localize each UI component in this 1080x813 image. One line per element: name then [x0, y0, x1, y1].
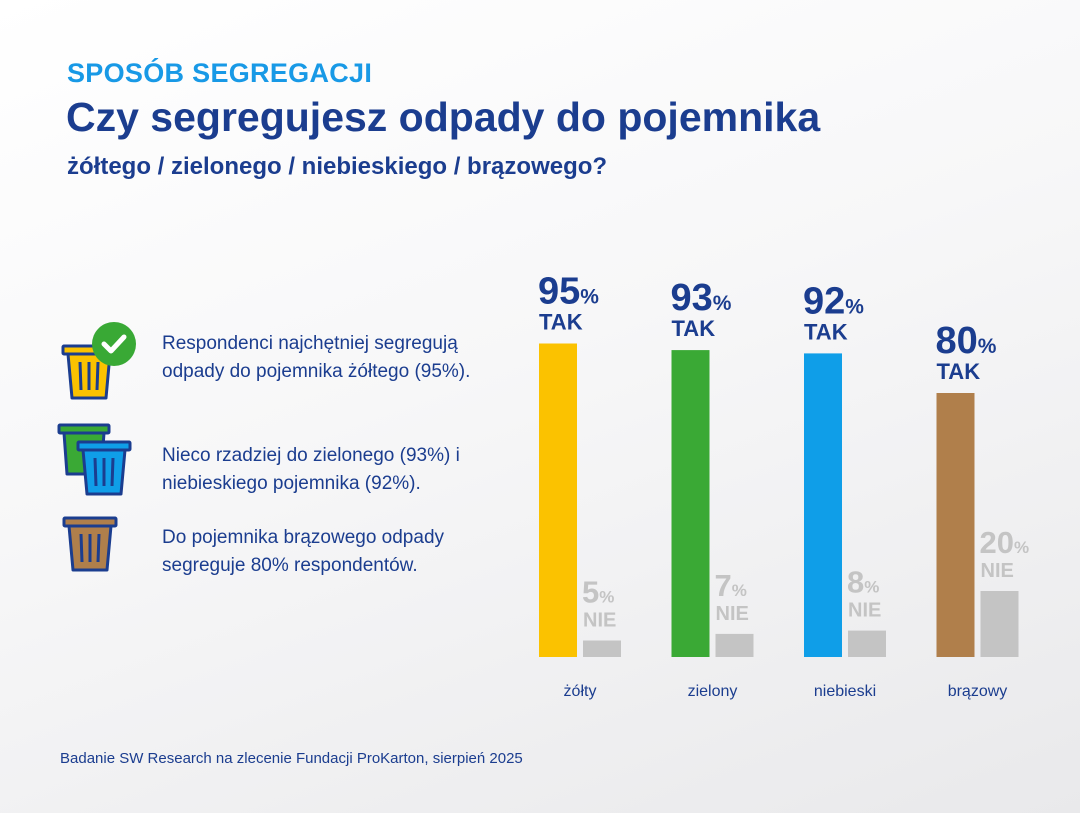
- label-nie-value-1: 7%: [715, 568, 747, 603]
- bar-tak-2: [804, 353, 842, 657]
- label-tak-value-1: 93%: [671, 277, 732, 319]
- category-label-0: żółty: [564, 683, 597, 700]
- label-tak-name-2: TAK: [804, 319, 848, 344]
- bar-nie-3: [980, 591, 1019, 657]
- label-nie-name-3: NIE: [981, 560, 1014, 582]
- category-label-3: brązowy: [948, 683, 1008, 700]
- section-kicker: SPOSÓB SEGREGACJI: [67, 58, 373, 88]
- label-nie-value-2: 8%: [847, 565, 879, 600]
- page-subtitle: żółtego / zielonego / niebieskiego / brą…: [67, 153, 608, 180]
- category-label-2: niebieski: [814, 683, 876, 700]
- label-tak-value-2: 92%: [803, 280, 864, 322]
- label-nie-name-1: NIE: [716, 603, 749, 625]
- label-nie-value-0: 5%: [582, 575, 614, 610]
- label-tak-name-0: TAK: [539, 310, 583, 335]
- label-tak-name-3: TAK: [937, 359, 981, 384]
- note-yellow: Respondenci najchętniej segregują odpady…: [162, 333, 471, 382]
- brown-bin-icon: [62, 516, 118, 572]
- label-nie-value-3: 20%: [980, 525, 1030, 560]
- source-note: Badanie SW Research na zlecenie Fundacji…: [60, 750, 523, 767]
- bar-nie-1: [715, 633, 754, 657]
- bar-tak-1: [671, 350, 710, 657]
- label-tak-value-3: 80%: [936, 320, 997, 362]
- bar-tak-0: [539, 343, 577, 657]
- note-green-blue: Nieco rzadziej do zielonego (93%) i nieb…: [162, 445, 460, 494]
- yellow-bin-with-check-icon: [61, 322, 136, 400]
- bar-tak-3: [936, 393, 975, 657]
- label-nie-name-0: NIE: [583, 610, 616, 632]
- green-and-blue-bins-icon: [57, 423, 132, 496]
- label-tak-value-0: 95%: [538, 271, 599, 313]
- bar-nie-2: [848, 630, 886, 657]
- label-nie-name-2: NIE: [848, 600, 881, 622]
- bar-nie-0: [583, 640, 621, 657]
- category-label-1: zielony: [688, 683, 738, 700]
- note-brown: Do pojemnika brązowego odpady segreguje …: [162, 527, 445, 576]
- label-tak-name-1: TAK: [672, 316, 716, 341]
- page-title: Czy segregujesz odpady do pojemnika: [66, 94, 821, 140]
